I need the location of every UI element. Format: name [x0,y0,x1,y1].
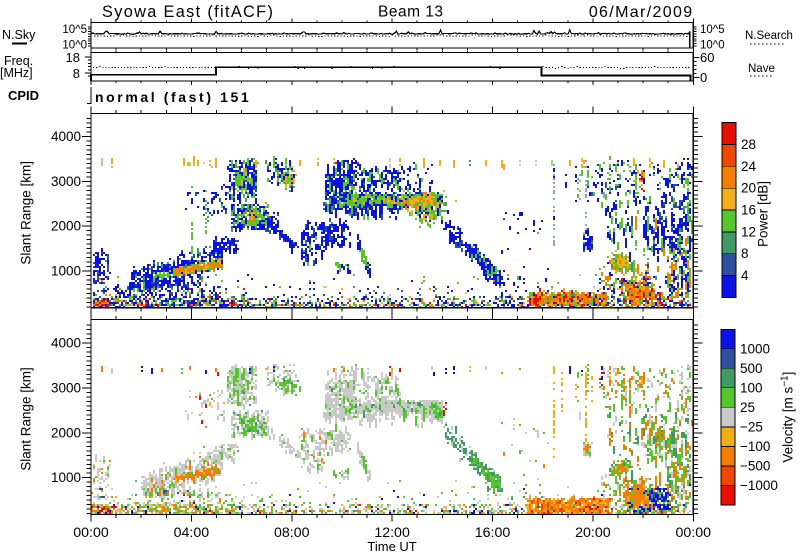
svg-text:12: 12 [741,224,756,239]
svg-text:normal (fast) 151: normal (fast) 151 [95,89,251,105]
svg-text:08:00: 08:00 [274,525,310,541]
svg-text:00:00: 00:00 [676,525,712,541]
svg-text:Freq.: Freq. [4,54,33,68]
svg-text:24: 24 [741,159,757,174]
svg-text:16: 16 [741,203,756,218]
svg-text:8: 8 [741,246,749,261]
svg-text:100: 100 [740,380,763,395]
svg-text:[MHz]: [MHz] [0,66,33,80]
svg-text:0: 0 [700,70,707,85]
svg-text:Syowa East (fitACF): Syowa East (fitACF) [102,3,274,21]
svg-text:12:00: 12:00 [374,525,410,541]
svg-text:60: 60 [700,50,714,65]
svg-text:04:00: 04:00 [174,525,210,541]
svg-text:−25: −25 [740,419,763,434]
svg-text:10^0: 10^0 [62,40,87,52]
svg-text:06/Mar/2009: 06/Mar/2009 [589,4,694,21]
svg-text:CPID: CPID [8,88,39,103]
svg-text:3000: 3000 [51,174,81,189]
svg-text:4000: 4000 [51,336,81,351]
svg-text:25: 25 [740,400,755,415]
svg-text:1000: 1000 [51,264,81,279]
svg-text:2000: 2000 [51,425,81,440]
svg-text:Slant Range [km]: Slant Range [km] [19,161,34,265]
svg-text:2000: 2000 [51,219,81,234]
svg-text:10^0: 10^0 [700,40,725,52]
svg-text:−1000: −1000 [740,478,778,493]
svg-text:N.Sky: N.Sky [2,28,36,42]
svg-text:1000: 1000 [51,470,81,485]
svg-text:20:00: 20:00 [575,525,611,541]
svg-text:20: 20 [741,181,756,196]
svg-text:8: 8 [73,66,80,81]
svg-text:10^5: 10^5 [700,24,725,36]
svg-text:00:00: 00:00 [73,525,109,541]
svg-text:Slant Range [km]: Slant Range [km] [19,367,34,471]
svg-text:18: 18 [66,50,80,65]
svg-text:−500: −500 [740,458,770,473]
svg-text:N.Search: N.Search [745,30,793,42]
svg-text:10^5: 10^5 [62,24,87,36]
svg-text:500: 500 [740,361,763,376]
svg-text:4000: 4000 [51,129,81,144]
svg-text:28: 28 [741,137,756,152]
svg-text:3000: 3000 [51,381,81,396]
svg-text:Beam 13: Beam 13 [378,4,444,21]
svg-text:16:00: 16:00 [475,525,511,541]
svg-text:Nave: Nave [748,63,775,75]
svg-text:Velocity [m s−1]: Velocity [m s−1] [779,372,796,463]
svg-text:Power [dB]: Power [dB] [756,181,771,247]
svg-text:−100: −100 [740,439,770,454]
svg-text:1000: 1000 [740,341,770,356]
svg-text:4: 4 [741,268,749,283]
svg-text:Time UT: Time UT [367,539,416,554]
